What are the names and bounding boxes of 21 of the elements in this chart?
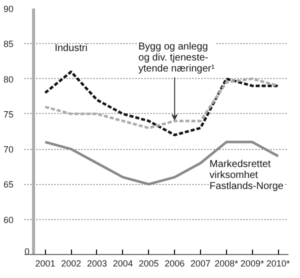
x-tick-label: 2007 [190, 258, 211, 268]
y-tick-label: 70 [3, 144, 14, 155]
text: Industri [54, 43, 88, 54]
x-tick-label: 2005 [138, 258, 159, 268]
x-tick-label: 2008* [214, 258, 239, 268]
y-tick-label: 60 [3, 214, 14, 225]
series-label: Bygg og anlegg og div. tjeneste- ytende næringer¹ [138, 42, 216, 75]
y-tick-label: 75 [3, 109, 14, 120]
y-tick-label: 85 [3, 39, 14, 50]
x-tick-label: 2002 [61, 258, 82, 268]
x-tick-label: 2003 [86, 258, 107, 268]
x-tick-label: 2001 [35, 258, 56, 268]
x-tick-label: 2006 [164, 258, 185, 268]
x-tick-label: 2009* [240, 258, 265, 268]
series-label: Markedsrettet virksomhet Fastlands-Norge [210, 158, 284, 192]
y-tick-label: 80 [3, 74, 14, 84]
y-tick-label: 90 [3, 4, 14, 14]
x-tick-label: 2004 [112, 258, 133, 268]
y-tick-label: 65 [3, 180, 14, 190]
x-tick-label: 2010* [266, 258, 290, 268]
line-series [44, 78, 280, 130]
